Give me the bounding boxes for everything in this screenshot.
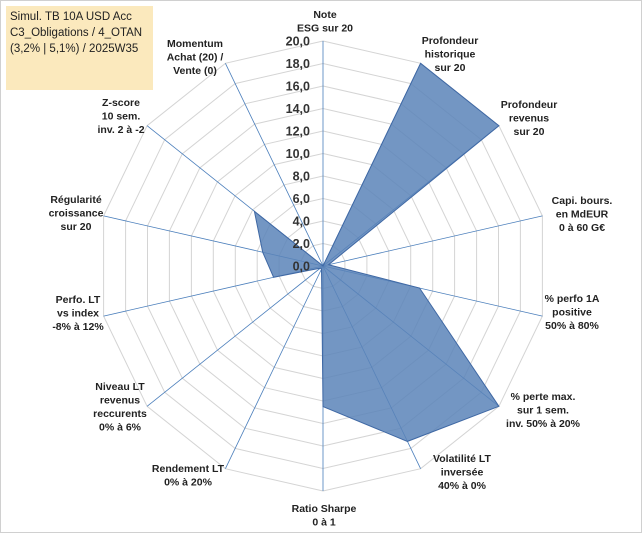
axis-label-6-line-1: inversée bbox=[441, 467, 484, 479]
axis-label-3-line-1: en MdEUR bbox=[556, 209, 609, 221]
series-area bbox=[253, 62, 500, 442]
tick-label-7: 14,0 bbox=[286, 102, 310, 116]
axis-label-10-line-2: -8% à 12% bbox=[52, 321, 104, 333]
axis-label-11-line-1: croissance bbox=[49, 208, 104, 220]
axis-label-13-line-0: Momentum bbox=[167, 38, 223, 50]
axis-label-6-line-2: 40% à 0% bbox=[438, 480, 487, 492]
axis-label-12-line-2: inv. 2 à -2 bbox=[97, 124, 144, 136]
axis-label-12-line-1: 10 sem. bbox=[102, 111, 141, 123]
axis-label-5-line-2: inv. 50% à 20% bbox=[506, 418, 581, 430]
axis-label-2: Profondeur revenus sur 20 bbox=[501, 99, 558, 138]
axis-label-10-line-1: vs index bbox=[57, 308, 99, 320]
axis-label-5-line-0: % perte max. bbox=[511, 391, 576, 403]
axis-label-8: Rendement LT 0% à 20% bbox=[152, 463, 225, 489]
axis-label-4-line-1: positive bbox=[552, 307, 592, 319]
info-box: Simul. TB 10A USD Acc C3_Obligations / 4… bbox=[6, 6, 153, 90]
tick-label-0: 0,0 bbox=[293, 260, 310, 274]
spoke-9 bbox=[146, 265, 324, 407]
spoke-8 bbox=[225, 265, 324, 469]
axis-label-7-line-1: 0 à 1 bbox=[312, 517, 336, 529]
axis-label-9-line-3: 0% à 6% bbox=[99, 422, 142, 434]
axis-label-4: % perfo 1A positive 50% à 80% bbox=[545, 293, 600, 332]
axis-label-9-line-0: Niveau LT bbox=[95, 381, 145, 393]
axis-label-12: Z-score 10 sem. inv. 2 à -2 bbox=[97, 97, 144, 136]
axis-label-10: Perfo. LT vs index -8% à 12% bbox=[52, 294, 104, 333]
axis-label-1: Profondeur historique sur 20 bbox=[422, 35, 479, 74]
axis-label-5-line-1: sur 1 sem. bbox=[517, 405, 569, 417]
axis-label-0: Note ESG sur 20 bbox=[297, 9, 353, 35]
axis-label-2-line-1: revenus bbox=[509, 113, 549, 125]
axis-label-4-line-2: 50% à 80% bbox=[545, 320, 599, 332]
tick-label-3: 6,0 bbox=[293, 192, 310, 206]
tick-label-9: 18,0 bbox=[286, 57, 310, 71]
axis-label-9-line-2: reccurents bbox=[93, 408, 147, 420]
axis-label-11: Régularité croissance sur 20 bbox=[49, 194, 104, 233]
axis-label-3-line-0: Capi. bours. bbox=[552, 195, 613, 207]
info-line-2: C3_Obligations / 4_OTAN bbox=[10, 27, 143, 39]
axis-label-4-line-0: % perfo 1A bbox=[545, 293, 600, 305]
axis-label-3: Capi. bours. en MdEUR 0 à 60 G€ bbox=[552, 195, 613, 234]
axis-label-11-line-2: sur 20 bbox=[61, 221, 92, 233]
tick-label-5: 10,0 bbox=[286, 147, 310, 161]
info-line-1: Simul. TB 10A USD Acc bbox=[10, 11, 132, 23]
axis-label-5: % perte max. sur 1 sem. inv. 50% à 20% bbox=[506, 391, 581, 430]
axis-label-7-line-0: Ratio Sharpe bbox=[292, 503, 357, 515]
axis-label-13-line-1: Achat (20) / bbox=[167, 52, 224, 64]
info-line-3: (3,2% | 5,1%) / 2025W35 bbox=[10, 43, 139, 55]
axis-label-13-line-2: Vente (0) bbox=[173, 65, 217, 77]
tick-label-4: 8,0 bbox=[293, 170, 310, 184]
axis-label-7: Ratio Sharpe 0 à 1 bbox=[292, 503, 357, 529]
axis-label-8-line-1: 0% à 20% bbox=[164, 477, 213, 489]
axis-label-0-line-0: Note bbox=[313, 9, 336, 21]
axis-label-1-line-0: Profondeur bbox=[422, 35, 479, 47]
tick-label-10: 20,0 bbox=[286, 35, 310, 49]
axis-label-8-line-0: Rendement LT bbox=[152, 463, 225, 475]
axis-label-10-line-0: Perfo. LT bbox=[56, 294, 101, 306]
axis-label-2-line-0: Profondeur bbox=[501, 99, 558, 111]
axis-label-1-line-2: sur 20 bbox=[435, 62, 466, 74]
axis-label-6: Volatilité LT inversée 40% à 0% bbox=[433, 453, 492, 492]
spoke-13 bbox=[225, 63, 324, 267]
spoke-3 bbox=[322, 215, 543, 267]
axis-label-3-line-2: 0 à 60 G€ bbox=[559, 222, 605, 234]
tick-label-8: 16,0 bbox=[286, 80, 310, 94]
axis-label-6-line-0: Volatilité LT bbox=[433, 453, 492, 465]
tick-label-2: 4,0 bbox=[293, 215, 310, 229]
axis-label-0-line-1: ESG sur 20 bbox=[297, 23, 353, 35]
axis-label-12-line-0: Z-score bbox=[102, 97, 140, 109]
axis-label-13: Momentum Achat (20) / Vente (0) bbox=[167, 38, 224, 77]
axis-label-2-line-2: sur 20 bbox=[514, 126, 545, 138]
axis-label-1-line-1: historique bbox=[425, 49, 476, 61]
axis-label-11-line-0: Régularité bbox=[50, 194, 102, 206]
tick-label-1: 2,0 bbox=[293, 237, 310, 251]
tick-label-6: 12,0 bbox=[286, 125, 310, 139]
axis-label-9: Niveau LT revenus reccurents 0% à 6% bbox=[93, 381, 147, 434]
axis-label-9-line-1: revenus bbox=[100, 395, 140, 407]
